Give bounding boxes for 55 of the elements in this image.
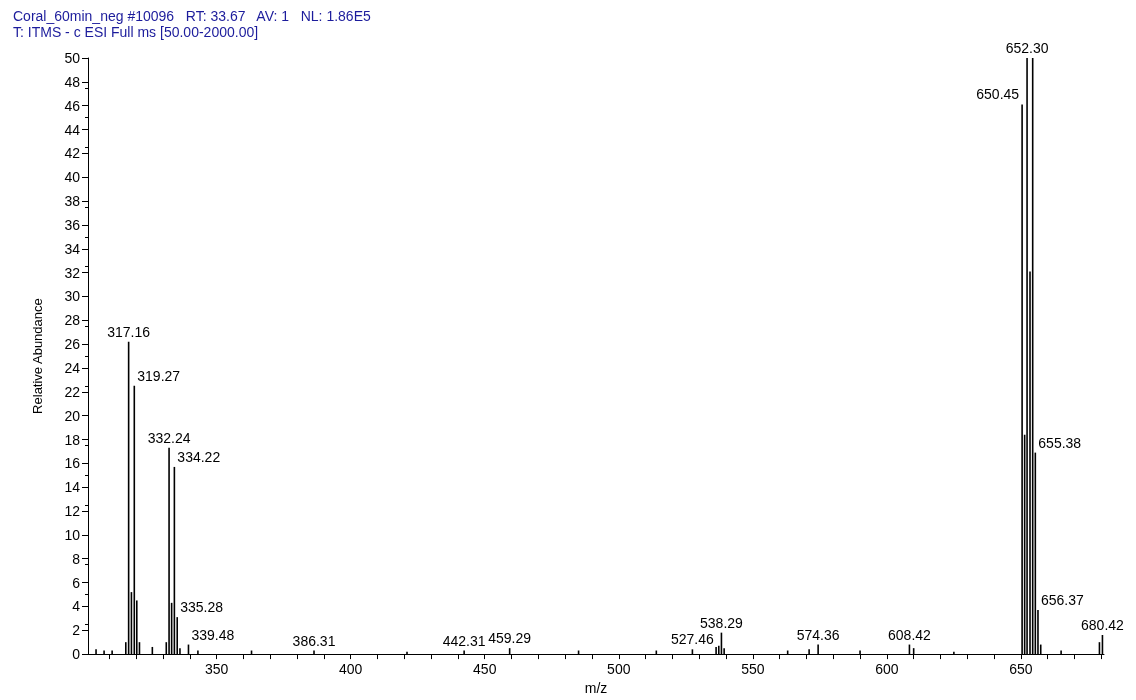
y-tick-label: 36 xyxy=(64,216,81,233)
x-tick-label: 550 xyxy=(741,661,765,678)
y-tick-label: 28 xyxy=(64,312,81,329)
y-tick-label: 20 xyxy=(64,407,81,424)
y-tick-label: 40 xyxy=(64,169,81,186)
y-tick-label: 10 xyxy=(64,526,81,543)
annotation: 574.36 xyxy=(796,626,840,643)
y-tick-label: 34 xyxy=(64,240,81,257)
chart-subtitle: T: ITMS - c ESI Full ms [50.00-2000.00] xyxy=(13,24,259,40)
annotation: 655.38 xyxy=(1038,434,1082,451)
y-tick-label: 16 xyxy=(64,455,81,472)
annotation: 650.45 xyxy=(976,86,1020,103)
x-axis-title: m/z xyxy=(584,680,608,696)
y-tick-label: 44 xyxy=(64,121,81,138)
annotation: 319.27 xyxy=(137,367,181,384)
y-tick-label: 50 xyxy=(64,50,81,66)
y-tick-label: 6 xyxy=(72,574,81,591)
annotation: 459.29 xyxy=(488,630,532,647)
y-tick-label: 12 xyxy=(64,503,81,520)
y-tick-label: 46 xyxy=(64,97,81,114)
annotation: 334.22 xyxy=(177,448,221,465)
annotation: 335.28 xyxy=(180,599,224,616)
y-tick-label: 48 xyxy=(64,73,81,90)
annotation: 608.42 xyxy=(888,626,932,643)
y-tick-label: 8 xyxy=(72,550,81,567)
y-tick-label: 4 xyxy=(72,598,81,615)
y-tick-label: 30 xyxy=(64,288,81,305)
chart-title: Coral_60min_neg #10096 RT: 33.67 AV: 1 NL: 1.86E5 xyxy=(13,8,371,24)
y-tick-label: 26 xyxy=(64,336,81,353)
y-tick-label: 38 xyxy=(64,193,81,210)
annotation: 386.31 xyxy=(292,632,336,649)
y-tick-label: 0 xyxy=(72,646,81,663)
x-tick-label: 350 xyxy=(205,661,229,678)
y-tick-label: 18 xyxy=(64,431,81,448)
x-tick-label: 450 xyxy=(473,661,497,678)
annotation: 652.30 xyxy=(1005,40,1049,56)
y-tick-label: 32 xyxy=(64,264,81,281)
annotation: 339.48 xyxy=(191,626,235,643)
x-tick-label: 400 xyxy=(339,661,363,678)
x-tick-label: 650 xyxy=(1009,661,1033,678)
y-tick-label: 24 xyxy=(64,359,81,376)
x-tick-label: 500 xyxy=(607,661,631,678)
annotation: 332.24 xyxy=(147,429,191,446)
y-axis-title: Relative Abundance xyxy=(30,298,45,414)
annotation: 680.42 xyxy=(1081,617,1125,634)
y-tick-label: 14 xyxy=(64,479,81,496)
y-tick-label: 2 xyxy=(72,622,81,639)
annotation: 527.46 xyxy=(670,631,715,648)
y-tick-label: 22 xyxy=(64,383,81,400)
annotation: 317.16 xyxy=(107,323,151,340)
x-tick-label: 600 xyxy=(875,661,899,678)
annotation: 538.29 xyxy=(700,614,744,631)
annotation: 442.31 xyxy=(442,632,486,649)
annotation: 656.37 xyxy=(1040,591,1085,608)
y-tick-label: 42 xyxy=(64,145,81,162)
